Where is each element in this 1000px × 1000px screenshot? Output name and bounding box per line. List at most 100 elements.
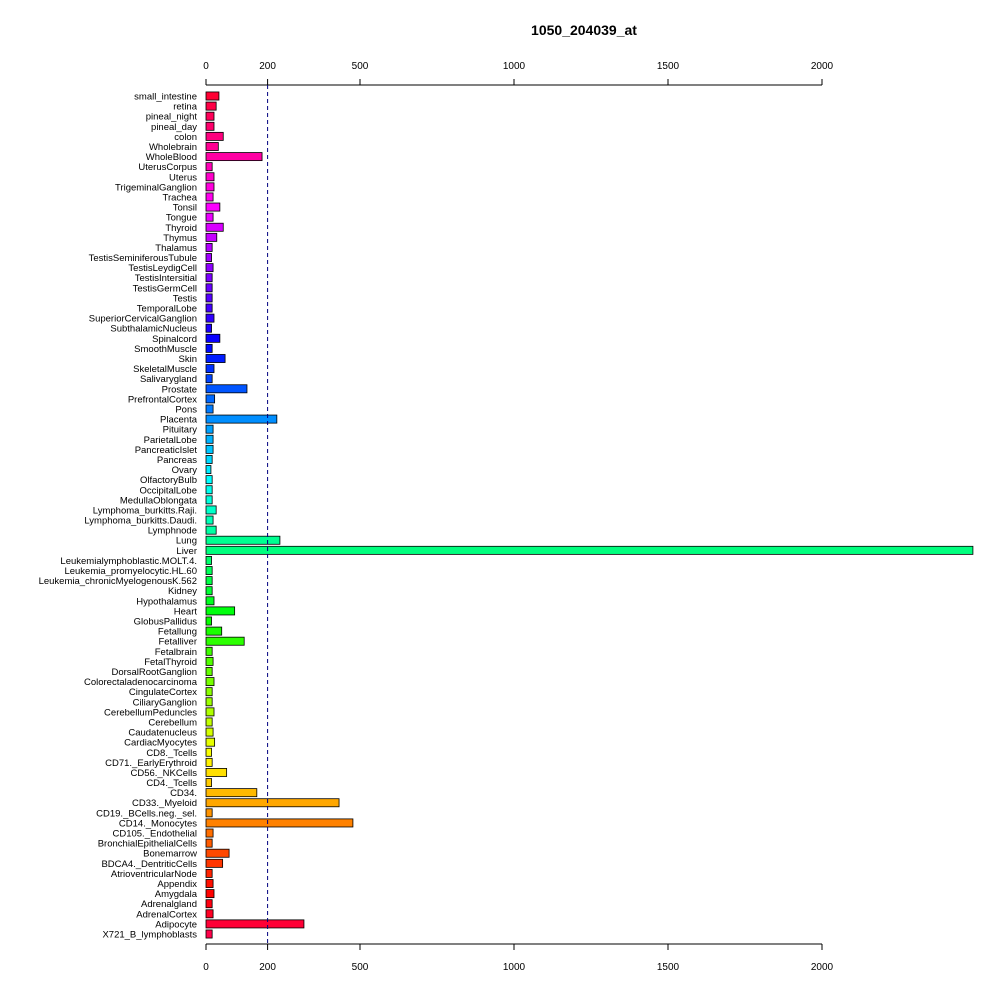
bar	[205, 414, 278, 424]
category-label: Fetalbrain	[155, 647, 197, 658]
bar	[205, 566, 213, 575]
bar	[205, 929, 213, 939]
category-label: PrefrontalCortex	[128, 394, 197, 405]
category-label: Adrenalgland	[141, 899, 197, 910]
category-label: CD34.	[170, 788, 197, 799]
category-label: Testis	[173, 293, 198, 304]
category-label: UterusCorpus	[138, 162, 197, 173]
bar	[205, 364, 215, 374]
category-label: Amygdala	[155, 889, 198, 900]
tick-label: 500	[352, 962, 369, 973]
bar	[205, 808, 213, 818]
bar	[205, 495, 213, 505]
category-label: Heart	[174, 606, 198, 617]
bar	[205, 848, 230, 858]
bar	[205, 788, 258, 798]
bar	[205, 434, 214, 444]
bar	[205, 212, 214, 222]
bar	[205, 646, 213, 656]
category-label: Lung	[176, 536, 197, 547]
bar	[205, 838, 213, 848]
tick-label: 0	[203, 962, 209, 973]
category-label: TrigeminalGanglion	[115, 182, 197, 193]
bar	[205, 101, 217, 111]
category-label: Kidney	[168, 586, 197, 597]
category-label: CerebellumPeduncles	[104, 707, 197, 718]
category-label: Fetallung	[158, 627, 197, 638]
bar	[205, 253, 212, 262]
category-label: Uterus	[169, 172, 197, 183]
bar	[205, 525, 217, 535]
category-label: AtrioventricularNode	[111, 869, 197, 880]
bar	[205, 162, 213, 172]
tick-label: 1500	[657, 61, 680, 72]
category-label: Bonemarrow	[143, 849, 197, 860]
category-label: Trachea	[163, 192, 198, 203]
bar	[205, 182, 215, 192]
category-label: Lymphnode	[148, 526, 197, 537]
bar	[205, 263, 214, 273]
category-label: WholeBlood	[146, 152, 197, 163]
bar	[205, 424, 214, 434]
bar	[205, 828, 214, 838]
category-label: CiliaryGanglion	[133, 697, 197, 708]
category-label: BronchialEpithelialCells	[98, 839, 198, 850]
category-label: CD56._NKCells	[130, 768, 197, 779]
tick-label: 1000	[503, 962, 526, 973]
category-label: GlobusPallidus	[134, 617, 198, 628]
bar	[205, 192, 214, 202]
category-label: Liver	[176, 546, 197, 557]
category-labels: small_intestineretinapineal_nightpineal_…	[39, 92, 198, 941]
bar	[205, 535, 281, 545]
category-label: CardiacMyocytes	[124, 738, 197, 749]
tick-label: 1500	[657, 962, 680, 973]
bar	[205, 727, 214, 737]
category-label: retina	[173, 102, 197, 113]
bar	[205, 545, 974, 555]
bar	[205, 232, 218, 242]
category-label: Adipocyte	[155, 919, 197, 930]
category-label: Placenta	[160, 415, 198, 426]
bar	[205, 142, 219, 151]
category-label: Pituitary	[163, 425, 198, 436]
bar	[205, 333, 221, 343]
category-label: Ovary	[172, 465, 198, 476]
bar	[205, 404, 214, 414]
bar	[205, 737, 216, 747]
bar	[205, 798, 340, 808]
category-label: DorsalRootGanglion	[111, 667, 197, 678]
bar	[205, 515, 214, 525]
category-label: Thyroid	[165, 223, 197, 234]
bar	[205, 879, 214, 888]
tick-label: 0	[203, 61, 209, 72]
bar	[205, 323, 212, 333]
category-label: small_intestine	[134, 92, 197, 103]
category-label: Leukemialymphoblastic.MOLT.4.	[60, 556, 197, 567]
bar	[205, 616, 212, 626]
bar	[205, 687, 213, 697]
category-label: BDCA4._DentriticCells	[101, 859, 197, 870]
category-label: CD8._Tcells	[146, 748, 197, 759]
bar	[205, 152, 263, 162]
category-label: Salivarygland	[140, 374, 197, 385]
category-label: Wholebrain	[149, 142, 197, 153]
category-label: Thalamus	[155, 243, 197, 254]
category-label: Prostate	[162, 384, 197, 395]
bar	[205, 505, 217, 515]
bar	[205, 313, 215, 323]
bar	[205, 354, 226, 363]
tick-label: 1000	[503, 61, 526, 72]
bar	[205, 899, 213, 909]
bar	[205, 111, 215, 121]
bar	[205, 444, 214, 454]
bar	[205, 626, 223, 636]
category-label: Leukemia_chronicMyelogenousK.562	[39, 576, 197, 587]
bar	[205, 677, 215, 687]
bar	[205, 384, 248, 394]
category-label: SmoothMuscle	[134, 344, 197, 355]
bar	[205, 172, 215, 182]
bar	[205, 636, 245, 646]
category-label: OccipitalLobe	[139, 485, 197, 496]
category-label: CD19._BCells.neg._sel.	[96, 808, 197, 819]
category-label: CD14._Monocytes	[119, 818, 197, 829]
